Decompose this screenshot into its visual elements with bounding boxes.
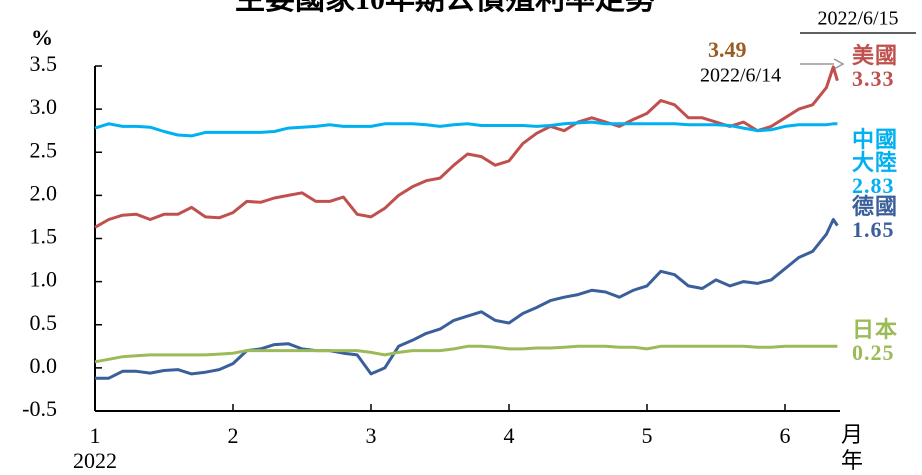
y-tick-label: 0.5 xyxy=(30,310,58,335)
x-tick-label: 6 xyxy=(780,423,791,448)
chart-title: 主要國家10年期公債殖利率走勢 xyxy=(235,0,655,16)
arrow-head xyxy=(833,58,845,70)
end-value-label: 0.25 xyxy=(852,340,895,365)
date-note: 2022/6/15 xyxy=(817,8,898,30)
line-series xyxy=(95,218,839,380)
y-tick-label: 2.0 xyxy=(30,180,58,205)
end-value-label: 2.83 xyxy=(852,173,895,198)
series-label: 中國大陸 2.83 xyxy=(852,128,900,197)
end-value-label: 3.33 xyxy=(852,66,895,91)
series-label: 美國 3.33 xyxy=(852,44,900,90)
line-series xyxy=(94,120,838,138)
x-tick-label: 1 xyxy=(90,423,101,448)
x-unit: 月 xyxy=(841,422,863,447)
x-unit: 年 xyxy=(841,448,863,473)
y-unit: % xyxy=(31,25,53,50)
series-name: 中國大陸 xyxy=(852,127,899,175)
annotation: 2022/6/14 xyxy=(700,65,781,87)
series-name: 日本 xyxy=(852,317,899,342)
end-value-label: 1.65 xyxy=(852,217,895,242)
x-tick-label: 4 xyxy=(504,423,515,448)
peak-label: 3.49 xyxy=(708,37,747,62)
series-name: 德國 xyxy=(852,194,899,219)
y-tick-label: 3.5 xyxy=(30,51,58,76)
y-tick-label: 3.0 xyxy=(30,94,58,119)
x-tick-label: 5 xyxy=(642,423,653,448)
y-tick-label: 1.0 xyxy=(30,267,58,292)
line-series xyxy=(94,65,839,229)
x-year: 2022 xyxy=(73,448,117,473)
x-tick-label: 2 xyxy=(228,423,239,448)
series-label: 日本 0.25 xyxy=(852,318,900,364)
y-tick-label: 2.5 xyxy=(30,137,58,162)
line-series xyxy=(94,344,838,364)
series-label: 德國 1.65 xyxy=(852,195,900,241)
y-tick-label: 1.5 xyxy=(30,224,58,249)
series-name: 美國 xyxy=(852,43,899,68)
y-tick-label: 0.0 xyxy=(30,353,58,378)
y-tick-label: -0.5 xyxy=(22,396,57,421)
x-tick-label: 3 xyxy=(366,423,377,448)
